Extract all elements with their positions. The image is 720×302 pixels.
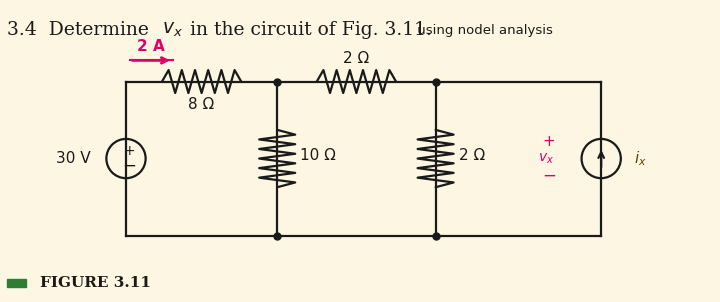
Text: 30 V: 30 V bbox=[56, 151, 91, 166]
Text: $v_x$: $v_x$ bbox=[162, 21, 183, 39]
Text: 8 Ω: 8 Ω bbox=[189, 97, 215, 112]
Text: using nodel analysis: using nodel analysis bbox=[413, 24, 552, 37]
Text: −: − bbox=[122, 157, 137, 175]
Text: in the circuit of Fig. 3.11.: in the circuit of Fig. 3.11. bbox=[184, 21, 431, 39]
Text: −: − bbox=[542, 166, 556, 184]
Text: 2 Ω: 2 Ω bbox=[459, 148, 485, 163]
Text: $v_x$: $v_x$ bbox=[538, 151, 554, 166]
Text: $i_x$: $i_x$ bbox=[634, 149, 647, 168]
Text: +: + bbox=[543, 134, 556, 149]
Text: +: + bbox=[124, 144, 135, 158]
Text: 10 Ω: 10 Ω bbox=[300, 148, 336, 163]
Text: 2 Ω: 2 Ω bbox=[343, 51, 369, 66]
Bar bbox=[7, 279, 26, 287]
Text: 2 A: 2 A bbox=[138, 39, 165, 54]
Text: 3.4  Determine: 3.4 Determine bbox=[7, 21, 155, 39]
Text: FIGURE 3.11: FIGURE 3.11 bbox=[40, 276, 150, 290]
